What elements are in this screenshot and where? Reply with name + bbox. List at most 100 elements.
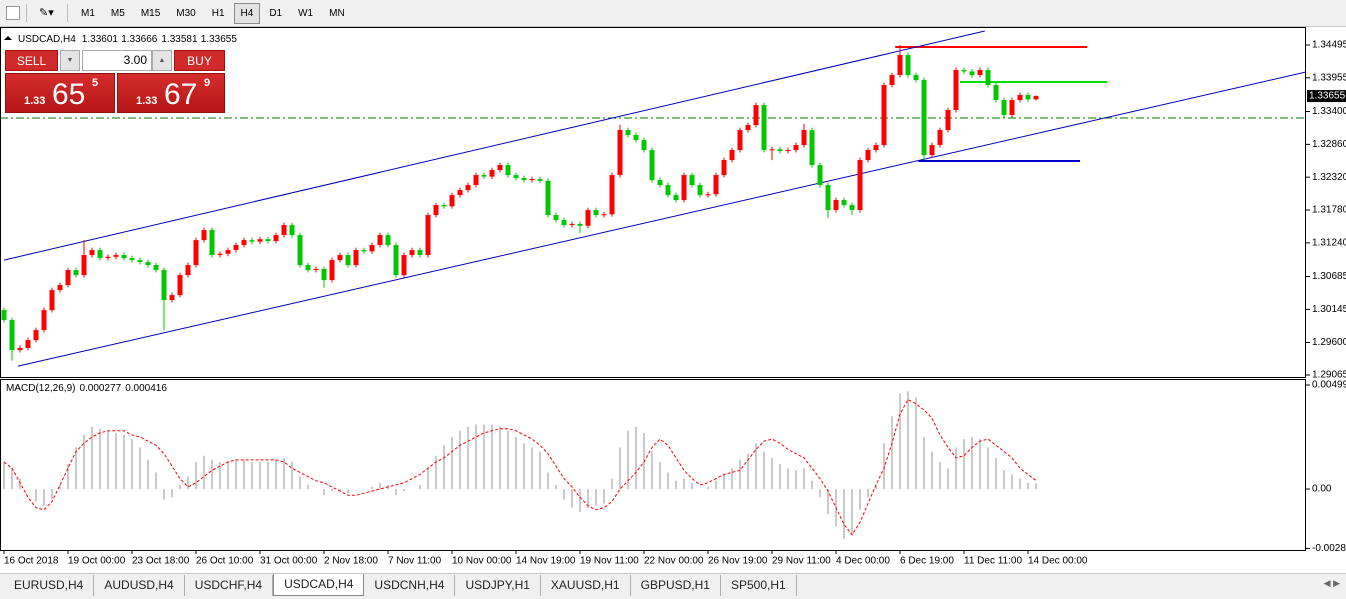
candle-body [593, 210, 599, 216]
buy-price[interactable]: 1.33 67 9 [117, 73, 225, 113]
candle-body [201, 230, 207, 241]
timeframe-button[interactable]: M15 [140, 7, 161, 19]
chart-tab[interactable]: GBPUSD,H1 [631, 575, 721, 596]
chart-tab[interactable]: USDJPY,H1 [455, 575, 541, 596]
x-tick-label: 14 Nov 19:00 [516, 556, 576, 567]
candle-body [545, 180, 551, 216]
chart-tab[interactable]: USDCHF,H4 [185, 575, 274, 596]
candle-body [305, 265, 311, 271]
candle-body [793, 145, 799, 151]
candle-body [673, 195, 679, 201]
candle-body [537, 179, 543, 181]
chart-tab[interactable]: USDCNH,H4 [364, 575, 456, 596]
x-tick-label: 31 Oct 00:00 [260, 556, 318, 567]
big-figure: 1.33 [24, 95, 46, 107]
lot-up[interactable]: ▲ [152, 50, 172, 71]
chart-tab[interactable]: AUDUSD,H4 [94, 575, 185, 596]
candle-body [273, 235, 279, 241]
timeframe-button[interactable]: M1 [81, 7, 95, 19]
candle-body [529, 179, 535, 181]
candle-body [217, 253, 223, 256]
candle-body [921, 80, 927, 156]
x-tick-label: 16 Oct 2018 [4, 556, 59, 567]
candle-body [377, 235, 383, 246]
candle-body [25, 340, 31, 348]
channel-line [17, 71, 1306, 367]
candle-body [873, 145, 879, 151]
candle-body [433, 205, 439, 216]
candle-body [849, 205, 855, 211]
candle-body [713, 175, 719, 195]
timeframe-button[interactable]: MN [329, 7, 345, 19]
candle-body [665, 185, 671, 196]
candle-body [801, 130, 807, 146]
candle-body [841, 200, 847, 206]
signal-value: 0.000416 [125, 383, 167, 394]
candle-body [441, 205, 447, 207]
timeframe-button[interactable]: D1 [269, 7, 283, 19]
collapse-arrow[interactable] [4, 36, 12, 40]
candle-body [81, 255, 87, 276]
candle-body [505, 165, 511, 176]
candle-body [457, 190, 463, 196]
candle-body [481, 175, 487, 177]
candle-body [729, 150, 735, 161]
timeframe-button[interactable]: H1 [211, 7, 225, 19]
y-tick-label: 1.33400 [1312, 106, 1346, 117]
chart-tab[interactable]: EURUSD,H4 [4, 575, 95, 596]
candle-body [633, 135, 639, 141]
candle-body [705, 194, 711, 196]
toolbar-icon[interactable] [6, 6, 20, 20]
candle-body [737, 130, 743, 151]
candle-body [297, 235, 303, 266]
chart-tab[interactable]: USDCAD,H4 [273, 574, 365, 596]
timeframe-button[interactable]: H4 [233, 2, 261, 24]
candle-body [137, 260, 143, 263]
candle-body [369, 245, 375, 252]
candle-body [977, 69, 983, 76]
candle-body [809, 130, 815, 166]
x-tick-label: 22 Nov 00:00 [644, 556, 704, 567]
tab-scroll[interactable]: ◀ ▶ [1323, 578, 1340, 588]
x-tick-label: 7 Nov 11:00 [388, 556, 442, 567]
axes: 1.34495 1.33955 1.33400 1.32860 1.32320 1.317… [3, 40, 1346, 567]
candle-body [929, 145, 935, 156]
sell-price[interactable]: 1.33 65 5 [5, 73, 115, 113]
candle-body [169, 295, 175, 301]
candle-body [969, 71, 975, 76]
main-plot [1, 30, 1306, 367]
candle-body [9, 320, 15, 351]
fraction: 9 [204, 77, 211, 89]
buy-button[interactable]: BUY [174, 50, 225, 71]
candle-body [1009, 100, 1015, 116]
main-frame [0, 27, 1306, 378]
candle-body [209, 230, 215, 256]
x-tick-label: 29 Nov 11:00 [772, 556, 831, 567]
timeframe-button[interactable]: M30 [176, 7, 196, 19]
y-tick-label: 1.31240 [1312, 237, 1346, 248]
timeframe-button[interactable]: W1 [298, 7, 314, 19]
candle-body [353, 250, 359, 266]
candle-body [721, 160, 727, 176]
candle-body [689, 175, 695, 186]
x-tick-label: 14 Dec 00:00 [1028, 556, 1088, 567]
candle-body [393, 245, 399, 276]
candle-body [257, 239, 263, 242]
lot-down[interactable]: ▼ [60, 50, 80, 71]
lot-input[interactable]: 3.00 [82, 50, 152, 71]
big-figure: 1.33 [136, 95, 158, 107]
candle-body [953, 69, 959, 111]
candle-body [937, 130, 943, 146]
candle-body [657, 180, 663, 186]
candle-body [513, 175, 519, 179]
candle-body [57, 285, 63, 291]
timeframe-button[interactable]: M5 [110, 7, 125, 19]
sell-button[interactable]: SELL [5, 50, 58, 71]
chart-tab[interactable]: SP500,H1 [721, 575, 797, 596]
chart-tab[interactable]: XAUUSD,H1 [541, 575, 631, 596]
line-tools[interactable]: ✎▾ [39, 7, 54, 19]
one-click-trading: SELL ▼ 3.00 ▲ BUY 1.33 65 5 1.33 67 9 [5, 50, 225, 113]
candle-body [625, 130, 631, 136]
y-tick-label: 1.31780 [1312, 205, 1346, 216]
